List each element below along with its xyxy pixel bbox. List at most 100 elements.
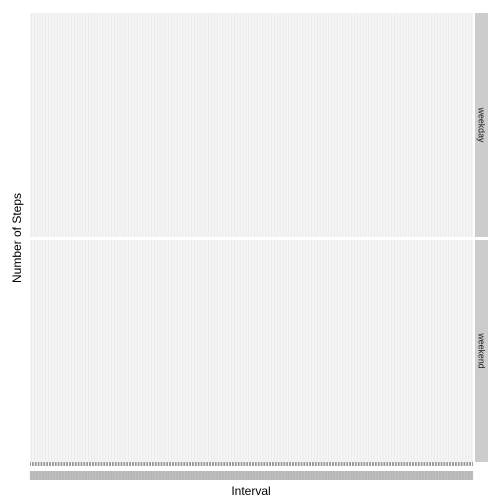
x-tick-label (60, 471, 63, 480)
x-tick-label (45, 471, 48, 480)
x-tick-label (86, 471, 89, 480)
x-tick-label (180, 471, 183, 480)
x-axis-title: Interval (231, 484, 270, 498)
x-tick-label (305, 471, 308, 480)
x-tick-label (85, 471, 88, 480)
x-tick-label (459, 471, 461, 480)
x-tick-label (308, 471, 311, 480)
x-tick-label (412, 471, 415, 480)
panel-weekend: weekend (30, 240, 488, 462)
x-tick-label (116, 471, 118, 480)
x-tick-label (154, 471, 157, 480)
x-tick-label (234, 471, 237, 480)
x-tick-label (228, 471, 231, 480)
x-tick-label (285, 471, 288, 480)
x-tick-label (369, 471, 372, 480)
x-tick-label (245, 471, 248, 480)
x-tick-label (149, 471, 152, 480)
vertical-gridlines (30, 13, 473, 237)
x-tick-label (212, 471, 215, 480)
x-tick-label (32, 471, 35, 480)
x-tick-label (185, 471, 188, 480)
x-tick-label (363, 471, 366, 480)
x-tick-label (362, 471, 364, 480)
x-tick-label (43, 471, 46, 480)
x-tick-label (165, 471, 168, 480)
x-tick-label (397, 471, 400, 480)
x-tick-label (448, 471, 451, 480)
x-tick-label (289, 471, 292, 480)
x-tick-label (449, 471, 452, 480)
x-tick-label (331, 471, 334, 480)
x-tick-label (428, 471, 431, 480)
x-tick-label (142, 471, 144, 480)
x-tick-label (171, 471, 174, 480)
x-tick-label (286, 471, 289, 480)
vertical-gridlines (30, 240, 473, 462)
x-tick-label (100, 471, 103, 480)
x-tick-label (29, 471, 32, 480)
x-tick-label (226, 471, 229, 480)
x-tick-label (265, 471, 268, 480)
x-tick-label (177, 471, 180, 480)
x-tick-label (215, 471, 218, 480)
x-tick-label (354, 471, 357, 480)
x-tick-label (419, 471, 421, 480)
x-tick-label (268, 471, 271, 480)
x-tick-label (272, 471, 275, 480)
x-tick-label (377, 471, 380, 480)
x-tick-label (299, 471, 301, 480)
x-tick-label (49, 471, 52, 480)
x-tick-label (246, 471, 249, 480)
x-axis-tick-labels (29, 471, 474, 480)
x-tick-label (166, 471, 169, 480)
x-tick-label (408, 471, 411, 480)
x-tick-label (232, 471, 235, 480)
x-tick-label (263, 471, 266, 480)
panel-weekday: weekday (30, 13, 488, 237)
x-tick-label (160, 471, 163, 480)
x-tick-label (332, 471, 335, 480)
x-tick-label (400, 471, 403, 480)
x-tick-label (223, 471, 226, 480)
x-tick-label (191, 471, 194, 480)
x-tick-label (254, 471, 257, 480)
x-tick-label (111, 471, 114, 480)
x-tick-label (189, 471, 192, 480)
x-tick-label (434, 471, 437, 480)
x-tick-label (251, 471, 254, 480)
x-tick-label (57, 471, 60, 480)
x-tick-label (277, 471, 280, 480)
x-tick-label (159, 471, 161, 480)
x-tick-label (283, 471, 286, 480)
x-tick-label (329, 471, 332, 480)
x-tick-label (439, 471, 441, 480)
x-tick-label (76, 471, 78, 480)
x-tick-label (429, 471, 432, 480)
x-tick-label (260, 471, 263, 480)
x-tick-label (340, 471, 343, 480)
x-tick-label (80, 471, 83, 480)
x-tick-label (109, 471, 112, 480)
panel-background (30, 13, 473, 237)
x-tick-label (432, 471, 435, 480)
x-tick-label (51, 471, 54, 480)
x-tick-label (445, 471, 447, 480)
x-tick-label (311, 471, 314, 480)
x-tick-label (88, 471, 91, 480)
x-tick-label (202, 471, 204, 480)
x-tick-label (259, 471, 261, 480)
x-tick-label (431, 471, 434, 480)
x-tick-label (117, 471, 120, 480)
x-tick-label (294, 471, 297, 480)
x-tick-label (71, 471, 74, 480)
x-tick-label (52, 471, 55, 480)
x-tick-label (374, 471, 377, 480)
x-tick-label (82, 471, 84, 480)
x-tick-label (120, 471, 123, 480)
x-tick-label (297, 471, 300, 480)
x-tick-label (156, 471, 158, 480)
x-tick-label (108, 471, 111, 480)
x-tick-label (206, 471, 209, 480)
x-tick-label (240, 471, 243, 480)
